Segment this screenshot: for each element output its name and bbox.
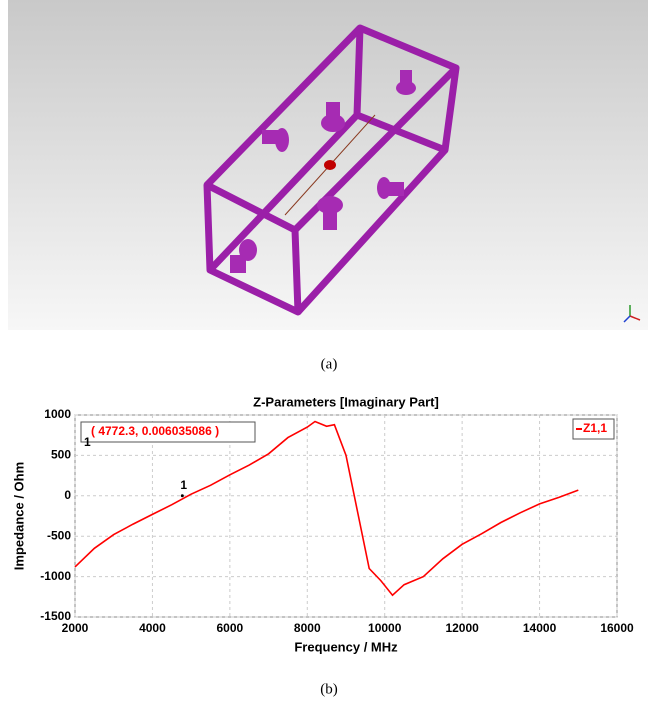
marker-label: ( 4772.3, 0.006035086 ) [91, 424, 219, 438]
x-tick-label: 4000 [139, 621, 166, 635]
x-tick-label: 6000 [217, 621, 244, 635]
marker-id: 1 [180, 478, 187, 492]
caption: (a) [321, 356, 338, 372]
x-tick-label: 8000 [294, 621, 321, 635]
x-tick-label: 12000 [445, 621, 479, 635]
render-3d [8, 0, 648, 330]
x-tick-label: 10000 [368, 621, 402, 635]
x-tick-label: 16000 [600, 621, 634, 635]
legend-label: Z1,1 [583, 421, 607, 435]
x-tick-label: 14000 [523, 621, 557, 635]
marker-point [181, 494, 184, 497]
caption: (b) [320, 681, 338, 697]
figure: (a) Z-Parameters [Imaginary Part] Freque… [0, 0, 648, 709]
y-tick-label: 0 [64, 488, 71, 502]
plot-area [75, 415, 617, 617]
chart-title: Z-Parameters [Imaginary Part] [253, 394, 439, 409]
marker-id: 1 [84, 435, 91, 449]
y-tick-label: 500 [51, 448, 71, 462]
source [324, 160, 336, 170]
y-tick-label: -500 [47, 528, 71, 542]
x-axis-label: Frequency / MHz [294, 639, 398, 654]
y-tick-label: 1000 [44, 407, 71, 421]
x-tick-label: 2000 [62, 621, 89, 635]
y-tick-label: -1000 [40, 569, 71, 583]
y-axis-label: Impedance / Ohm [11, 462, 26, 570]
